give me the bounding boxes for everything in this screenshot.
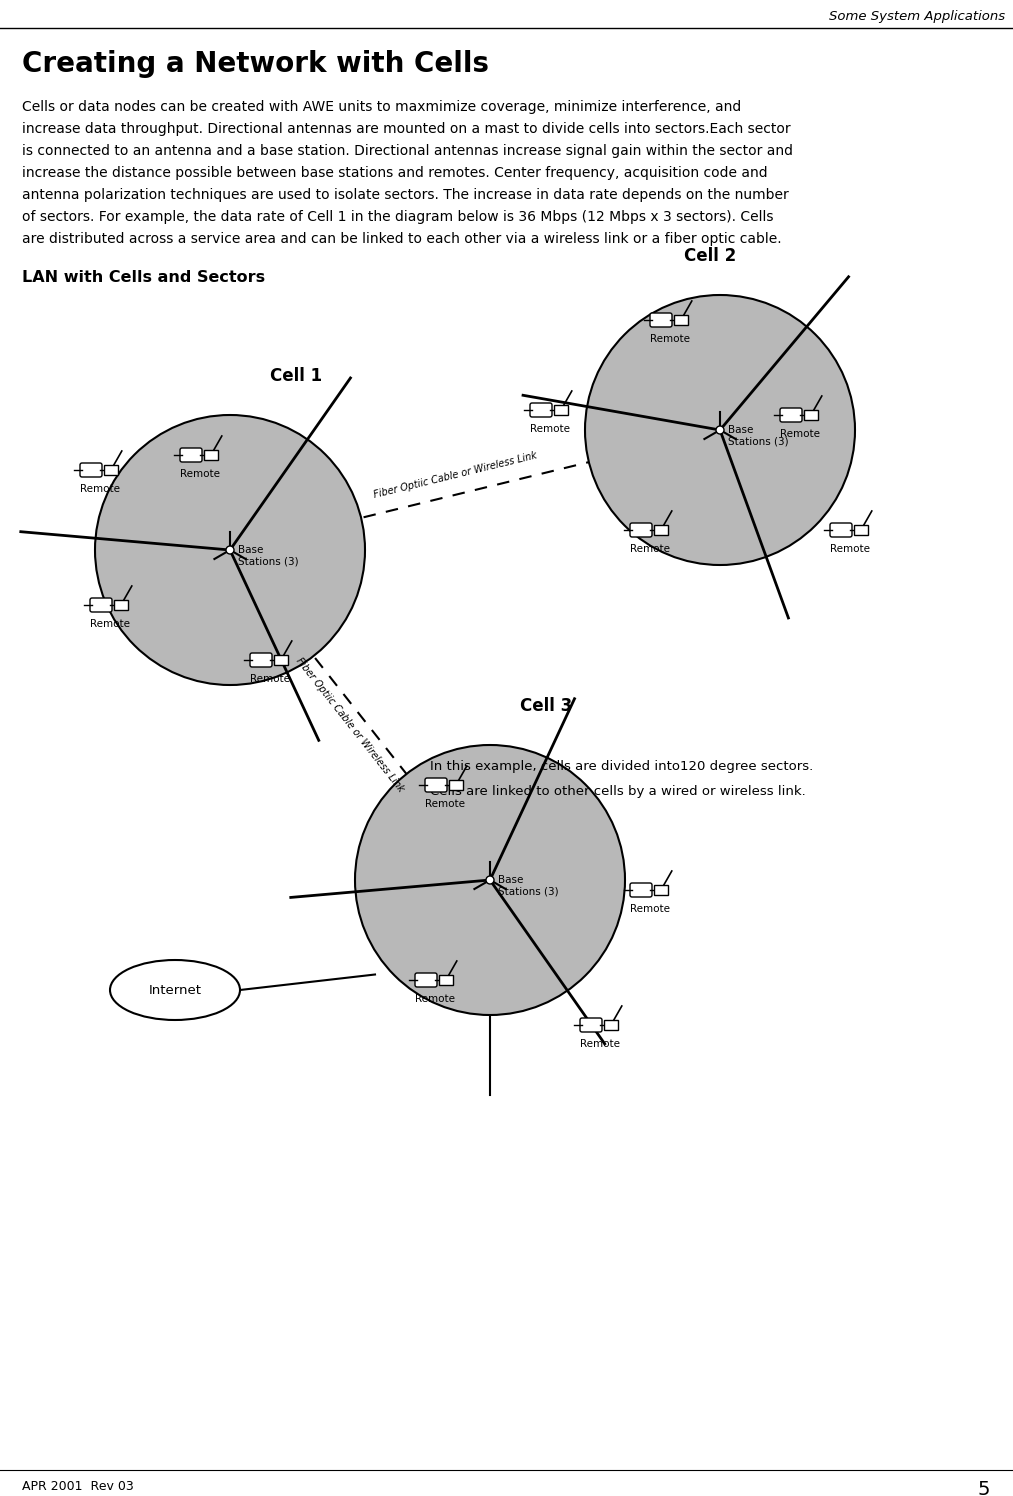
Text: APR 2001  Rev 03: APR 2001 Rev 03 [22,1480,134,1493]
Text: Remote: Remote [80,485,120,494]
Text: Remote: Remote [630,545,670,554]
Bar [439,975,453,984]
Text: antenna polarization techniques are used to isolate sectors. The increase in dat: antenna polarization techniques are used… [22,188,789,202]
FancyBboxPatch shape [830,524,852,537]
FancyBboxPatch shape [90,598,112,612]
Text: are distributed across a service area and can be linked to each other via a wire: are distributed across a service area an… [22,232,782,245]
FancyBboxPatch shape [250,652,272,667]
Ellipse shape [355,745,625,1014]
Text: Cells or data nodes can be created with AWE units to maxmimize coverage, minimiz: Cells or data nodes can be created with … [22,100,742,114]
Text: Remote: Remote [650,334,690,344]
Text: Remote: Remote [830,545,870,554]
Text: LAN with Cells and Sectors: LAN with Cells and Sectors [22,269,265,286]
Text: Fiber Optiic Cable or Wireless Link: Fiber Optiic Cable or Wireless Link [294,655,406,794]
Bar [604,1020,618,1031]
Ellipse shape [110,960,240,1020]
FancyBboxPatch shape [780,408,802,422]
Text: increase data throughput. Directional antennas are mounted on a mast to divide c: increase data throughput. Directional an… [22,123,790,136]
Text: Remote: Remote [415,993,455,1004]
Text: Some System Applications: Some System Applications [829,10,1005,22]
Text: Base
Stations (3): Base Stations (3) [238,545,299,567]
Text: Remote: Remote [780,429,820,438]
Ellipse shape [585,295,855,565]
Text: Internet: Internet [149,983,202,996]
Bar [114,600,128,610]
Text: Fiber Optiic Cable or Wireless Link: Fiber Optiic Cable or Wireless Link [373,450,538,500]
Text: increase the distance possible between base stations and remotes. Center frequen: increase the distance possible between b… [22,166,768,180]
Bar [449,779,463,790]
Text: Base
Stations (3): Base Stations (3) [498,875,558,896]
Text: Remote: Remote [180,470,220,479]
FancyBboxPatch shape [630,883,652,898]
Text: Base
Stations (3): Base Stations (3) [728,425,789,447]
Bar [554,405,568,414]
Bar [104,465,118,476]
FancyBboxPatch shape [415,972,437,987]
Text: Remote: Remote [90,619,130,628]
Bar [204,450,218,459]
Text: Remote: Remote [580,1040,620,1049]
Bar [654,525,668,536]
Text: Remote: Remote [630,904,670,914]
Circle shape [486,877,494,884]
Bar [274,655,288,666]
Text: of sectors. For example, the data rate of Cell 1 in the diagram below is 36 Mbps: of sectors. For example, the data rate o… [22,209,774,224]
Text: Creating a Network with Cells: Creating a Network with Cells [22,49,489,78]
Text: Remote: Remote [530,423,570,434]
Bar [854,525,868,536]
FancyBboxPatch shape [580,1017,602,1032]
FancyBboxPatch shape [425,778,447,791]
Text: Cell 3: Cell 3 [520,697,572,715]
Ellipse shape [95,414,365,685]
Text: Cells are linked to other cells by a wired or wireless link.: Cells are linked to other cells by a wir… [430,785,805,797]
Bar [674,316,688,325]
Text: Remote: Remote [425,799,465,809]
Text: is connected to an antenna and a base station. Directional antennas increase sig: is connected to an antenna and a base st… [22,144,793,159]
Bar [654,886,668,895]
Circle shape [226,546,234,554]
Text: In this example, cells are divided into120 degree sectors.: In this example, cells are divided into1… [430,760,813,773]
Text: Remote: Remote [250,675,290,684]
Text: Cell 1: Cell 1 [270,367,322,384]
Circle shape [716,426,724,434]
Bar [804,410,819,420]
Text: 5: 5 [978,1480,990,1496]
FancyBboxPatch shape [80,462,102,477]
FancyBboxPatch shape [630,524,652,537]
FancyBboxPatch shape [530,402,552,417]
Text: Cell 2: Cell 2 [684,247,736,265]
FancyBboxPatch shape [650,313,672,328]
FancyBboxPatch shape [180,447,202,462]
